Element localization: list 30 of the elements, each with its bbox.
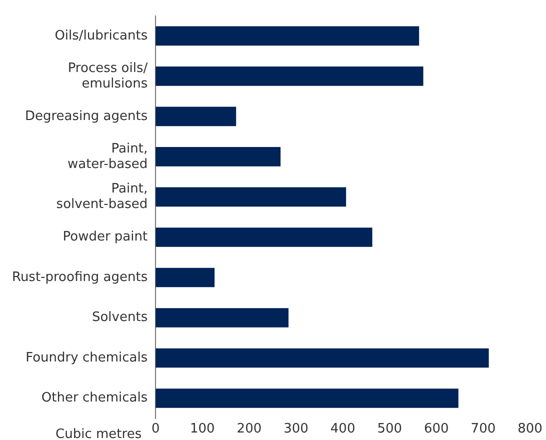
y-tick-label: Other chemicals bbox=[41, 390, 148, 406]
y-tick-label: Process oils/ emulsions bbox=[68, 60, 148, 92]
bar bbox=[156, 348, 489, 368]
bar bbox=[156, 388, 458, 408]
y-tick-label: Foundry chemicals bbox=[26, 350, 148, 366]
x-tick-label: 300 bbox=[284, 422, 308, 437]
y-tick-label: Powder paint bbox=[62, 230, 148, 245]
y-tick-label: Rust-proofing agents bbox=[12, 270, 148, 285]
y-tick-label: Paint, water-based bbox=[67, 141, 148, 172]
bar bbox=[156, 66, 424, 86]
bar bbox=[156, 228, 372, 247]
x-tick-label: 400 bbox=[330, 422, 356, 437]
bar bbox=[156, 106, 236, 126]
bar bbox=[156, 308, 289, 328]
x-tick-label: 800 bbox=[518, 422, 542, 437]
bar bbox=[156, 187, 346, 207]
x-tick-label: 600 bbox=[424, 422, 449, 437]
x-tick-label: 200 bbox=[236, 422, 262, 437]
x-tick-label: 100 bbox=[190, 422, 215, 437]
x-tick-label: 500 bbox=[377, 422, 402, 437]
y-tick-label: Solvents bbox=[92, 310, 148, 326]
x-axis-title: Cubic metres bbox=[56, 426, 142, 440]
y-tick-label: Paint, solvent-based bbox=[56, 182, 148, 212]
y-tick-label: Degreasing agents bbox=[24, 108, 148, 124]
x-tick-label: 0 bbox=[151, 422, 160, 437]
bar bbox=[156, 26, 420, 46]
x-tick-label: 700 bbox=[470, 422, 496, 437]
y-tick-label: Oils/lubricants bbox=[54, 28, 148, 44]
bar bbox=[156, 147, 281, 166]
bar bbox=[156, 268, 215, 288]
